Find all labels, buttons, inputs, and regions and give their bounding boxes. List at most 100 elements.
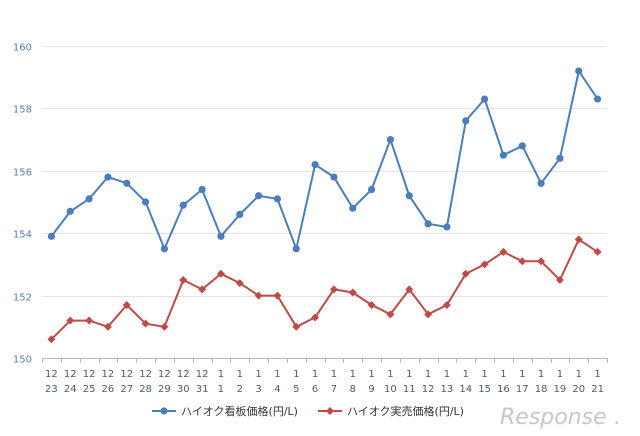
legend: ハイオク看板価格(円/L) ハイオク実売価格(円/L) bbox=[152, 404, 464, 418]
data-point bbox=[198, 285, 207, 294]
data-point bbox=[442, 300, 451, 309]
x-tick-label-day: 7 bbox=[331, 384, 337, 395]
data-point bbox=[103, 322, 112, 331]
x-tick-label-day: 31 bbox=[196, 384, 209, 395]
watermark-dot: . bbox=[614, 405, 621, 430]
x-tick-label-month: 1 bbox=[576, 369, 582, 380]
data-point bbox=[47, 335, 56, 344]
data-point bbox=[405, 192, 413, 200]
data-point bbox=[499, 151, 508, 159]
data-point bbox=[480, 260, 489, 269]
x-tick-label-day: 20 bbox=[572, 384, 585, 395]
data-point bbox=[292, 322, 301, 331]
x-tick-label-day: 4 bbox=[274, 384, 280, 395]
data-point bbox=[179, 276, 188, 284]
data-point bbox=[329, 285, 338, 294]
x-tick-label-day: 15 bbox=[478, 384, 491, 395]
data-point bbox=[311, 313, 320, 322]
x-tick-label-day: 1 bbox=[218, 384, 224, 395]
x-tick-label-month: 12 bbox=[177, 369, 190, 380]
data-point bbox=[499, 247, 508, 256]
data-point bbox=[292, 245, 300, 253]
x-tick-label-day: 14 bbox=[459, 384, 472, 395]
x-tick-label-month: 12 bbox=[102, 369, 115, 380]
x-tick-label-month: 1 bbox=[255, 369, 261, 380]
x-tick-label-month: 1 bbox=[481, 369, 487, 380]
x-tick-label-day: 3 bbox=[255, 384, 261, 395]
data-point bbox=[141, 319, 150, 328]
data-point bbox=[123, 179, 131, 187]
x-tick-label-day: 21 bbox=[591, 384, 604, 395]
data-point bbox=[330, 173, 338, 181]
data-point bbox=[273, 195, 282, 203]
data-point bbox=[66, 316, 75, 325]
data-point bbox=[593, 247, 602, 256]
x-tick-label-month: 1 bbox=[331, 369, 337, 380]
data-point bbox=[85, 195, 93, 203]
data-point bbox=[593, 95, 602, 103]
x-tick-label-month: 1 bbox=[425, 369, 431, 380]
data-point bbox=[367, 300, 376, 309]
x-tick-label-day: 23 bbox=[45, 384, 58, 395]
data-point bbox=[273, 291, 282, 300]
data-point bbox=[574, 235, 583, 244]
y-tick-label: 150 bbox=[13, 355, 32, 366]
data-point bbox=[537, 257, 546, 266]
data-point bbox=[461, 269, 470, 278]
data-point bbox=[462, 117, 470, 125]
data-point bbox=[216, 269, 225, 278]
x-tick-label-day: 28 bbox=[139, 384, 152, 395]
legend-label-actual: ハイオク実売価格(円/L) bbox=[347, 404, 464, 418]
x-tick-label-day: 9 bbox=[368, 384, 374, 395]
data-point bbox=[480, 95, 489, 103]
x-tick-label-day: 13 bbox=[441, 384, 454, 395]
x-tick-label-day: 24 bbox=[64, 384, 77, 395]
x-tick-label-month: 12 bbox=[139, 369, 152, 380]
x-tick-label-month: 1 bbox=[237, 369, 243, 380]
x-tick-label-day: 19 bbox=[554, 384, 567, 395]
data-point bbox=[179, 201, 187, 209]
watermark-text: Response bbox=[500, 405, 607, 430]
series-layer bbox=[47, 67, 602, 344]
x-tick-label-day: 29 bbox=[158, 384, 171, 395]
x-tick-label-month: 1 bbox=[312, 369, 318, 380]
data-point bbox=[555, 276, 564, 284]
x-tick-label-month: 1 bbox=[274, 369, 280, 380]
legend-label-retail: ハイオク看板価格(円/L) bbox=[181, 404, 298, 418]
data-point bbox=[254, 291, 263, 300]
x-tick-label-month: 12 bbox=[196, 369, 209, 380]
x-tick-label-month: 1 bbox=[218, 369, 224, 380]
data-point bbox=[217, 232, 225, 240]
watermark-logo: Response . bbox=[500, 405, 621, 430]
data-point bbox=[386, 136, 395, 144]
data-point bbox=[443, 223, 451, 231]
data-point bbox=[254, 192, 263, 200]
x-tick-label-day: 10 bbox=[384, 384, 397, 395]
x-tick-label-month: 1 bbox=[368, 369, 374, 380]
x-tick-label-month: 12 bbox=[83, 369, 96, 380]
x-tick-label-month: 12 bbox=[158, 369, 171, 380]
x-tick-label-month: 1 bbox=[519, 369, 525, 380]
x-tick-label-month: 1 bbox=[500, 369, 506, 380]
data-point bbox=[556, 154, 564, 162]
legend-item-actual[interactable]: ハイオク実売価格(円/L) bbox=[318, 404, 464, 418]
data-point bbox=[122, 300, 131, 309]
data-point bbox=[311, 160, 319, 169]
x-tick-label-day: 17 bbox=[516, 384, 529, 395]
x-tick-label-month: 1 bbox=[538, 369, 544, 380]
data-point bbox=[47, 232, 56, 240]
x-tick-label-day: 6 bbox=[312, 384, 318, 395]
data-point bbox=[85, 316, 94, 325]
data-point bbox=[141, 198, 150, 206]
data-point bbox=[236, 210, 244, 219]
x-tick-label-day: 26 bbox=[102, 384, 115, 395]
legend-marker-diamond bbox=[326, 407, 334, 415]
x-tick-label-month: 1 bbox=[406, 369, 412, 380]
y-axis: 150 152 154 156 158 160 bbox=[13, 43, 32, 366]
data-point bbox=[66, 207, 74, 215]
data-point bbox=[367, 185, 376, 194]
x-tick-label-day: 12 bbox=[422, 384, 435, 395]
legend-item-retail[interactable]: ハイオク看板価格(円/L) bbox=[152, 404, 298, 418]
data-point bbox=[405, 285, 414, 294]
x-tick-label-day: 5 bbox=[293, 384, 299, 395]
